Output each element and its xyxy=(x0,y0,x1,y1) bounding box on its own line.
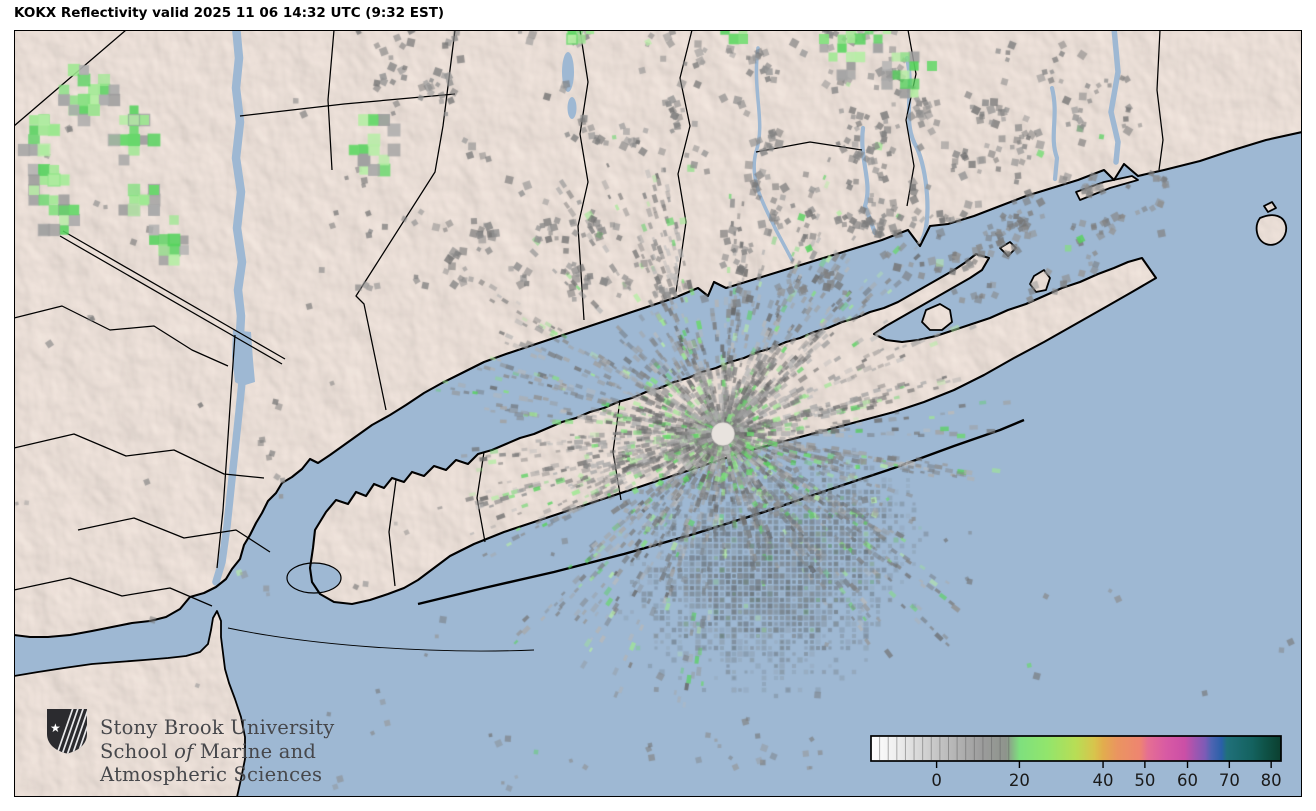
svg-text:★: ★ xyxy=(50,721,61,735)
colorbar-svg: 0 20 40 50 60 70 80 xyxy=(870,735,1282,790)
small-lake xyxy=(567,97,577,119)
map-title: KOKX Reflectivity valid 2025 11 06 14:32… xyxy=(14,5,445,21)
logo-text: Stony Brook University School of Marine … xyxy=(100,716,334,787)
basemap-svg xyxy=(14,30,1302,797)
stony-brook-logo: ★ Stony Brook University School of Marin… xyxy=(44,706,334,787)
logo-line-1: Stony Brook University xyxy=(100,716,335,739)
colorbar-tick-label: 60 xyxy=(1177,771,1198,790)
reflectivity-colorbar: 0 20 40 50 60 70 80 xyxy=(870,735,1284,793)
hudson-river xyxy=(231,30,247,339)
jamaica-bay xyxy=(286,562,342,594)
colorbar-gradient xyxy=(870,735,1282,762)
weather-map: 0 20 40 50 60 70 80 ★ Stony Brook University S… xyxy=(14,30,1302,797)
colorbar-tick-label: 80 xyxy=(1261,771,1282,790)
colorbar-tick-label: 40 xyxy=(1093,771,1114,790)
colorbar-tick-label: 20 xyxy=(1009,771,1030,790)
colorbar-tick-label: 0 xyxy=(931,771,942,790)
logo-line-3: Atmospheric Sciences xyxy=(100,763,323,786)
sbu-shield-icon: ★ xyxy=(47,709,87,754)
logo-line-2: School of Marine and xyxy=(100,739,317,763)
colorbar-tick-label: 50 xyxy=(1134,771,1155,790)
candlewood-lake xyxy=(562,52,574,92)
colorbar-tick-label: 70 xyxy=(1219,771,1240,790)
